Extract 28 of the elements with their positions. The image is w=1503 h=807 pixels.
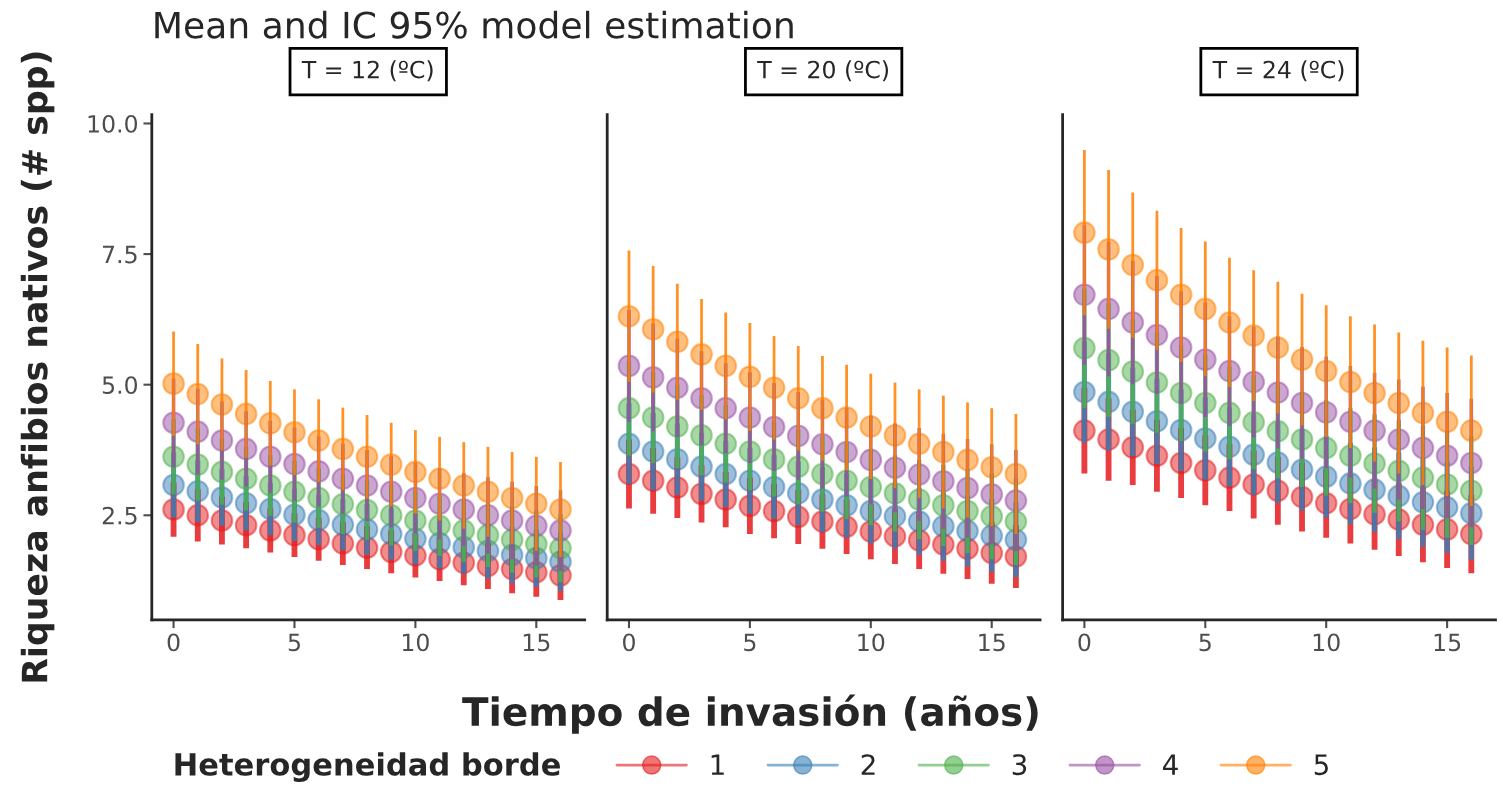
x-tick-label: 10 xyxy=(402,633,429,652)
legend-label: 5 xyxy=(1314,754,1328,776)
legend-label: 1 xyxy=(711,754,724,775)
y-tick-label: 7.5 xyxy=(103,245,137,264)
x-tick-label: 15 xyxy=(1434,633,1461,652)
chart-subtitle: T = 24 (ºC) xyxy=(1212,60,1344,82)
chart-subtitle: T = 12 (ºC) xyxy=(301,60,433,82)
x-tick-label: 15 xyxy=(523,633,550,652)
legend-label: 3 xyxy=(1012,754,1027,776)
x-tick-label: 10 xyxy=(858,633,885,652)
x-tick-label: 10 xyxy=(1313,633,1340,652)
x-tick-label: 0 xyxy=(1078,633,1091,652)
x-tick-label: 0 xyxy=(623,633,635,652)
y-tick-label: 10.0 xyxy=(88,114,138,133)
legend-label: 4 xyxy=(1163,754,1178,775)
x-tick-label: 0 xyxy=(167,633,180,652)
x-tick-label: 5 xyxy=(744,633,756,652)
x-axis-title: Tiempo de invasión (años) xyxy=(462,694,1038,734)
y-axis-title: Riqueza anfibios nativos (# spp) xyxy=(20,52,55,682)
y-tick-label: 5.0 xyxy=(102,376,138,394)
chart-title: Mean and IC 95% model estimation xyxy=(155,10,793,39)
legend-label: 2 xyxy=(861,754,875,775)
x-tick-label: 5 xyxy=(288,633,300,652)
x-tick-label: 15 xyxy=(979,633,1005,652)
legend-title: Heterogeneidad borde xyxy=(175,752,560,782)
y-tick-label: 2.5 xyxy=(102,506,137,525)
chart-subtitle: T = 20 (ºC) xyxy=(757,60,889,82)
x-tick-label: 5 xyxy=(1199,633,1211,652)
